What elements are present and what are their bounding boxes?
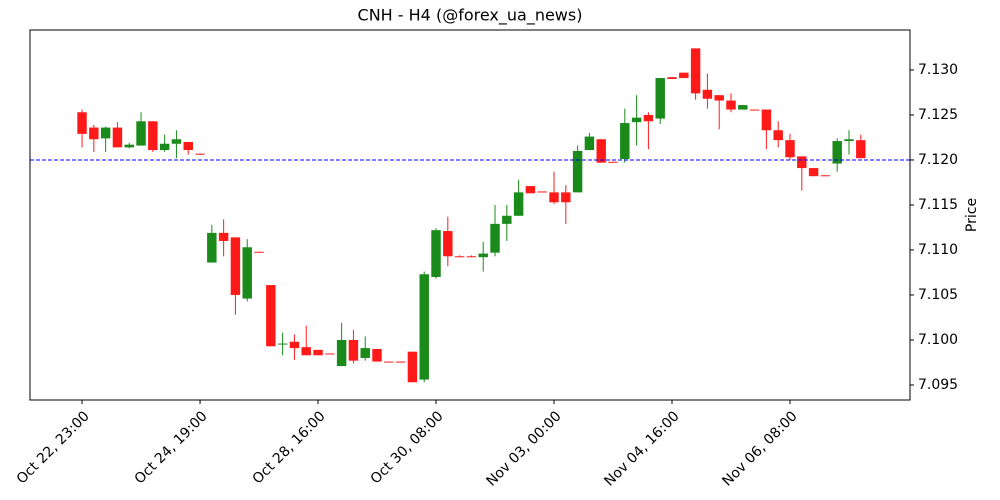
candle-body — [313, 349, 323, 356]
candle-body — [301, 347, 311, 356]
candle-body — [325, 353, 335, 355]
candle-body — [431, 230, 441, 277]
y-tick-label: 7.115 — [918, 197, 958, 213]
candle-body — [820, 175, 831, 177]
candle-body — [513, 192, 524, 216]
candle-body — [561, 192, 571, 203]
candle-body — [289, 341, 300, 349]
candle-body — [631, 117, 642, 123]
candle-body — [572, 150, 583, 193]
candle-body — [749, 109, 760, 111]
candle-body — [490, 223, 500, 253]
candle-body — [714, 95, 724, 101]
chart-title: CNH - H4 (@forex_ua_news) — [358, 6, 583, 26]
candle-body — [77, 112, 87, 134]
candle-body — [171, 139, 182, 144]
candle-body — [183, 141, 193, 151]
candle-body — [254, 251, 264, 253]
candle-body — [277, 343, 288, 345]
candle-body — [761, 109, 772, 131]
x-tick-label: Nov 04, 16:00 — [601, 408, 682, 489]
candle-body — [478, 253, 488, 258]
x-tick-label: Oct 30, 08:00 — [368, 408, 447, 487]
candle-body — [407, 351, 418, 383]
candle-body — [419, 274, 429, 380]
candle-body — [112, 127, 123, 148]
x-tick-label: Nov 06, 08:00 — [719, 408, 800, 489]
candle-body — [195, 153, 205, 155]
candle-body — [608, 161, 618, 163]
candle-body — [549, 192, 559, 203]
y-tick-label: 7.120 — [918, 152, 958, 168]
candle-body — [395, 361, 406, 363]
x-tick-label: Oct 28, 16:00 — [250, 408, 329, 487]
x-tick-label: Nov 03, 00:00 — [483, 408, 564, 489]
candle-body — [89, 127, 99, 140]
candle-body — [738, 105, 748, 110]
y-tick-label: 7.095 — [918, 377, 958, 393]
candle-body — [336, 339, 347, 367]
candle-body — [690, 48, 701, 94]
x-tick-label: Oct 24, 19:00 — [132, 408, 211, 487]
plot-frame — [29, 29, 911, 401]
candle-body — [667, 77, 677, 79]
candle-body — [726, 100, 736, 110]
candle-body — [348, 339, 359, 361]
candle-body — [655, 78, 665, 119]
candle-body — [100, 127, 111, 139]
candle-body — [808, 168, 819, 177]
candle-body — [242, 247, 252, 299]
candle-body — [785, 140, 795, 158]
candle-body — [360, 348, 370, 358]
candle-body — [797, 156, 807, 169]
candle-body — [266, 285, 276, 347]
candle-body — [443, 231, 453, 257]
candle-body — [537, 191, 547, 193]
candle-body — [679, 72, 689, 79]
y-tick-label: 7.105 — [918, 287, 958, 303]
candle-body — [384, 361, 394, 363]
y-tick-label: 7.110 — [918, 242, 958, 258]
candle-body — [844, 139, 854, 142]
candle-body — [596, 139, 606, 163]
candle-body — [454, 256, 465, 258]
candle-body — [159, 143, 170, 151]
candle-body — [832, 141, 842, 164]
y-tick-label: 7.130 — [918, 62, 958, 78]
candle-body — [372, 348, 382, 362]
y-tick-label: 7.125 — [918, 107, 958, 123]
candle-body — [856, 140, 866, 159]
candle-body — [466, 256, 477, 258]
candle-body — [218, 232, 229, 241]
y-axis-label: Price — [964, 198, 980, 232]
candle-body — [148, 121, 158, 151]
candle-body — [643, 114, 654, 122]
x-tick-label: Oct 22, 23:00 — [14, 408, 93, 487]
candle-body — [525, 186, 536, 194]
candle-body — [773, 130, 783, 141]
candle-body — [230, 237, 241, 295]
candle-body — [124, 144, 134, 148]
candle-body — [620, 123, 630, 160]
candle-body — [702, 89, 713, 99]
candle-body — [136, 121, 146, 146]
candle-body — [584, 136, 595, 151]
y-tick-label: 7.100 — [918, 332, 958, 348]
candle-body — [207, 232, 217, 263]
candle-body — [502, 215, 512, 224]
